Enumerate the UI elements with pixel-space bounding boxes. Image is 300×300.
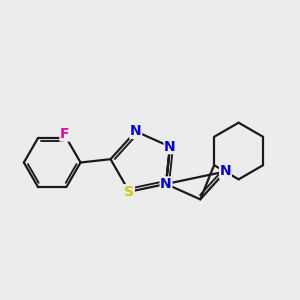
Text: N: N xyxy=(220,164,231,178)
Text: F: F xyxy=(60,127,70,141)
Text: N: N xyxy=(160,177,172,191)
Text: N: N xyxy=(130,124,142,138)
Text: N: N xyxy=(164,140,176,154)
Text: S: S xyxy=(124,185,134,199)
